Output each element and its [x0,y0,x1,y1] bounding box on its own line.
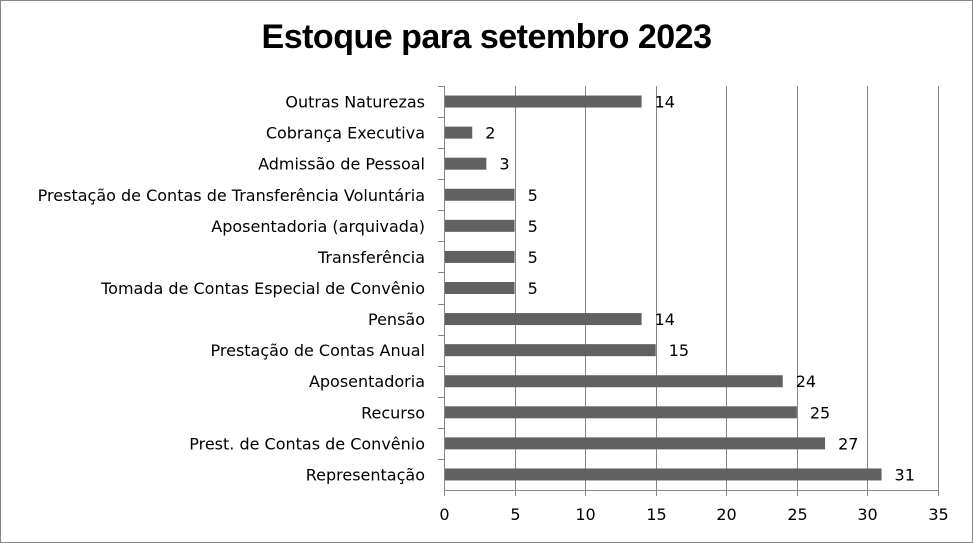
x-tick-label: 35 [928,505,948,524]
category-label: Transferência [317,248,425,267]
bar [445,468,882,481]
bar [445,188,515,201]
category-label: Outras Naturezas [285,93,425,112]
x-tick-label: 20 [716,505,736,524]
data-label: 14 [655,310,675,329]
category-label: Admissão de Pessoal [258,155,425,174]
bar [445,344,656,357]
x-tick-label: 30 [857,505,877,524]
bar [445,406,797,419]
x-tick-label: 25 [787,505,807,524]
bar [445,313,642,326]
data-label: 15 [669,341,689,360]
data-label: 31 [895,465,915,484]
data-label: 2 [485,124,495,143]
bar [445,282,515,294]
data-label: 5 [528,217,538,236]
x-tick-label: 0 [439,505,449,524]
data-label: 25 [810,403,830,422]
category-label: Prestação de Contas Anual [211,341,426,360]
bar [445,250,515,263]
bar [445,219,515,232]
data-label: 3 [499,155,509,174]
category-label: Pensão [368,310,425,329]
gridlines [515,86,939,490]
category-label: Representação [306,465,425,484]
data-label: 5 [528,248,538,267]
bar [445,126,473,139]
data-label: 27 [838,434,858,453]
x-tick-label: 5 [510,505,520,524]
axes [438,86,939,496]
x-tick-label: 15 [646,505,666,524]
bar [445,437,826,450]
x-tick-label: 10 [575,505,595,524]
bar [445,375,783,388]
data-label: 5 [528,186,538,205]
data-label: 5 [528,279,538,298]
category-label: Aposentadoria [309,372,425,391]
category-label: Prest. de Contas de Convênio [189,434,425,453]
bars [445,95,882,481]
chart-title: Estoque para setembro 2023 [261,18,712,56]
category-label: Tomada de Contas Especial de Convênio [100,279,425,298]
bar [445,95,642,108]
data-label: 24 [796,372,816,391]
category-label: Aposentadoria (arquivada) [211,217,425,236]
data-label: 14 [655,93,675,112]
category-label: Prestação de Contas de Transferência Vol… [38,186,425,205]
category-label: Recurso [361,403,425,422]
bar [445,157,487,170]
category-label: Cobrança Executiva [266,124,425,143]
